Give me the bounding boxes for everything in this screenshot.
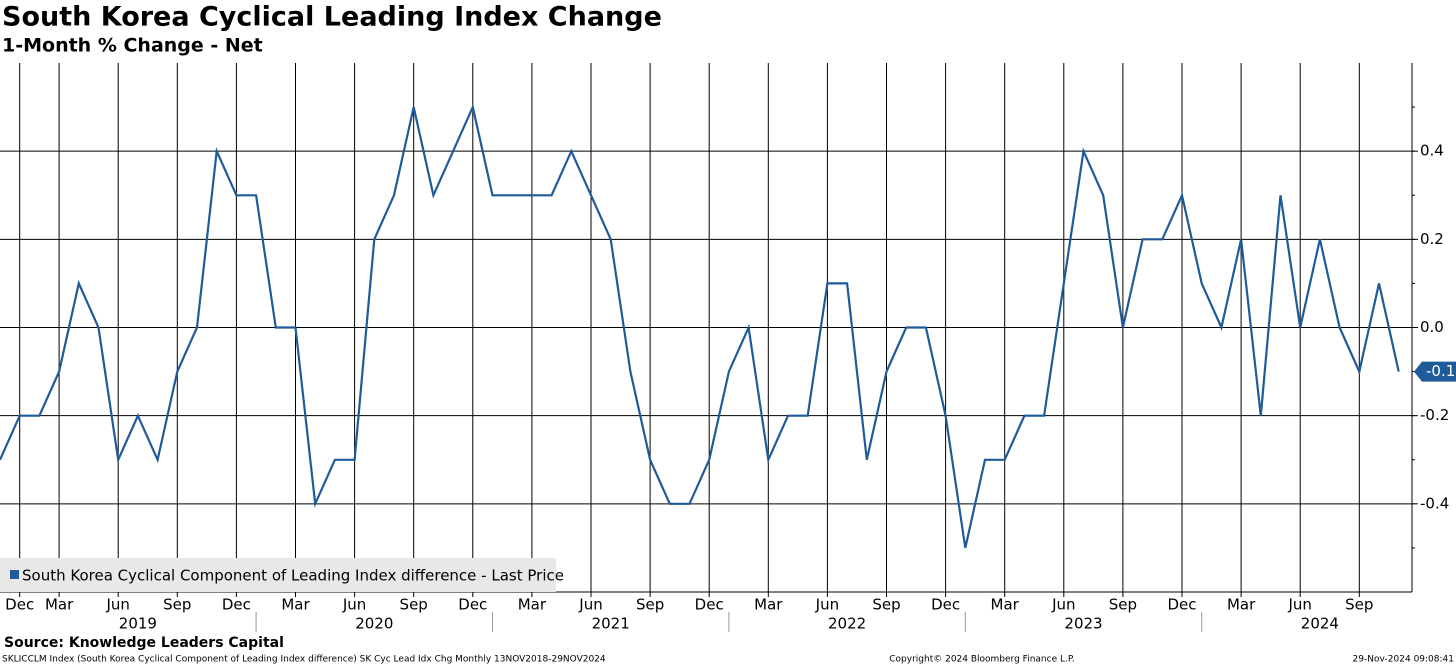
- footer-left: SKLICCLM Index (South Korea Cyclical Com…: [2, 655, 606, 665]
- y-tick-label: 0.0: [1420, 318, 1444, 336]
- legend-box: [0, 558, 556, 592]
- legend-label: South Korea Cyclical Component of Leadin…: [22, 567, 564, 585]
- x-tick-label: Mar: [518, 596, 547, 614]
- footer-center: Copyright© 2024 Bloomberg Finance L.P.: [889, 655, 1074, 665]
- x-tick-label: Dec: [1167, 596, 1196, 614]
- year-label: 2021: [592, 615, 630, 633]
- x-tick-label: Mar: [991, 596, 1020, 614]
- footer-right: 29-Nov-2024 09:08:41: [1353, 655, 1454, 665]
- year-label: 2019: [119, 615, 157, 633]
- chart-subtitle: 1-Month % Change - Net: [2, 35, 263, 57]
- x-tick-label: Dec: [931, 596, 960, 614]
- x-tick-label: Dec: [695, 596, 724, 614]
- y-tick-label: -0.4: [1420, 494, 1449, 512]
- x-tick-label: Jun: [105, 596, 129, 614]
- x-tick-label: Dec: [458, 596, 487, 614]
- x-tick-label: Dec: [222, 596, 251, 614]
- x-tick-label: Dec: [5, 596, 34, 614]
- year-label: 2024: [1301, 615, 1339, 633]
- series-line: [0, 103, 1400, 549]
- x-tick-label: Jun: [815, 596, 839, 614]
- x-tick-label: Sep: [872, 596, 900, 614]
- x-tick-label: Mar: [754, 596, 783, 614]
- y-tick-label: 0.4: [1420, 142, 1444, 160]
- x-tick-label: Mar: [1227, 596, 1256, 614]
- x-tick-label: Jun: [342, 596, 366, 614]
- legend-swatch: [10, 570, 19, 579]
- x-tick-label: Sep: [1345, 596, 1373, 614]
- x-tick-label: Jun: [1287, 596, 1311, 614]
- x-tick-label: Sep: [400, 596, 428, 614]
- last-value-label: -0.1: [1426, 362, 1455, 380]
- x-tick-label: Mar: [281, 596, 310, 614]
- x-tick-label: Jun: [1051, 596, 1075, 614]
- source: Source: Knowledge Leaders Capital: [4, 635, 284, 651]
- x-tick-label: Sep: [1109, 596, 1137, 614]
- y-tick-label: 0.2: [1420, 230, 1444, 248]
- chart-title: South Korea Cyclical Leading Index Chang…: [2, 2, 662, 33]
- year-label: 2022: [828, 615, 866, 633]
- x-tick-label: Sep: [636, 596, 664, 614]
- x-tick-label: Jun: [578, 596, 602, 614]
- year-label: 2023: [1064, 615, 1102, 633]
- x-tick-label: Sep: [163, 596, 191, 614]
- x-tick-label: Mar: [45, 596, 74, 614]
- year-label: 2020: [355, 615, 393, 633]
- last-value-tag: [1414, 361, 1456, 382]
- y-tick-label: -0.2: [1420, 406, 1449, 424]
